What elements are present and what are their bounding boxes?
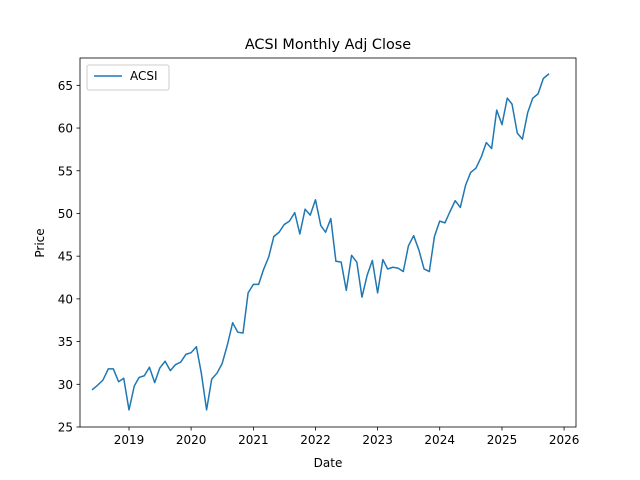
legend-frame <box>86 64 170 91</box>
plot-area <box>91 73 550 411</box>
x-tick-label: 2022 <box>300 433 331 447</box>
y-tick-label: 65 <box>58 79 73 93</box>
x-tick-label: 2019 <box>114 433 145 447</box>
x-tick-label: 2020 <box>176 433 207 447</box>
series-line-acsi <box>91 73 550 411</box>
x-tick-label: 2025 <box>487 433 518 447</box>
y-tick-label: 50 <box>58 207 73 221</box>
y-tick-label: 40 <box>58 292 73 306</box>
x-tick-label: 2024 <box>424 433 455 447</box>
y-axis: 25 30 35 40 45 50 55 60 65 <box>58 79 80 435</box>
y-tick-label: 60 <box>58 122 73 136</box>
y-tick-label: 30 <box>58 378 73 392</box>
x-tick-label: 2023 <box>362 433 393 447</box>
y-tick-label: 45 <box>58 250 73 264</box>
x-tick-label: 2026 <box>549 433 580 447</box>
legend: ACSI <box>86 64 170 91</box>
axes-frame <box>79 57 577 428</box>
y-tick-label: 55 <box>58 164 73 178</box>
legend-label-acsi: ACSI <box>130 69 158 83</box>
x-axis-label: Date <box>314 456 343 470</box>
y-tick-label: 25 <box>58 421 73 435</box>
x-axis: 2019 2020 2021 2022 2023 2024 2025 2026 <box>114 427 580 447</box>
y-tick-label: 35 <box>58 335 73 349</box>
x-tick-label: 2021 <box>238 433 269 447</box>
y-axis-label: Price <box>33 228 47 257</box>
chart-title: ACSI Monthly Adj Close <box>245 37 411 53</box>
